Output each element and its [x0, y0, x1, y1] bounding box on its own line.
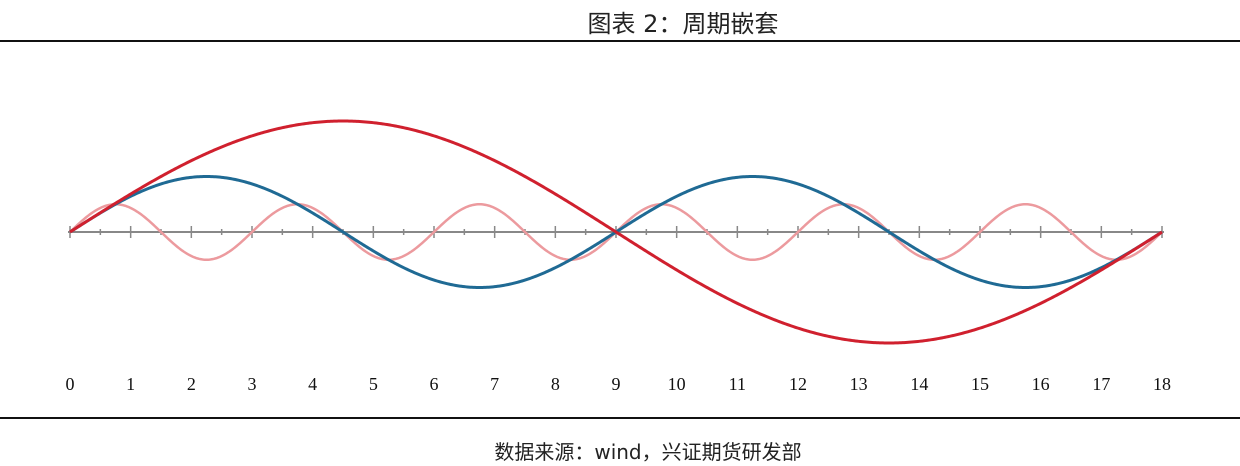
x-tick-label: 9: [612, 374, 621, 394]
data-source: 数据来源：wind，兴证期货研发部: [494, 440, 802, 464]
x-tick-label: 6: [430, 374, 439, 394]
x-tick-label: 13: [850, 374, 868, 394]
x-tick-label: 1: [126, 374, 135, 394]
x-tick-label: 2: [187, 374, 196, 394]
x-tick-label: 15: [971, 374, 989, 394]
x-tick-label: 8: [551, 374, 560, 394]
x-tick-label: 10: [668, 374, 686, 394]
chart-title: 图表 2：周期嵌套: [587, 10, 779, 38]
x-tick-label: 11: [729, 374, 746, 394]
x-tick-label: 4: [308, 374, 317, 394]
x-tick-label: 17: [1092, 374, 1110, 394]
x-tick-label: 0: [66, 374, 75, 394]
x-tick-label: 12: [789, 374, 807, 394]
x-tick-label: 18: [1153, 374, 1171, 394]
series-line-period-18: [69, 119, 1163, 345]
top-divider: [0, 40, 1240, 42]
x-tick-label: 14: [910, 374, 928, 394]
x-tick-label: 3: [248, 374, 257, 394]
x-tick-label: 7: [490, 374, 499, 394]
x-tick-label: 16: [1032, 374, 1050, 394]
x-tick-label: 5: [369, 374, 378, 394]
bottom-divider: [0, 417, 1240, 419]
